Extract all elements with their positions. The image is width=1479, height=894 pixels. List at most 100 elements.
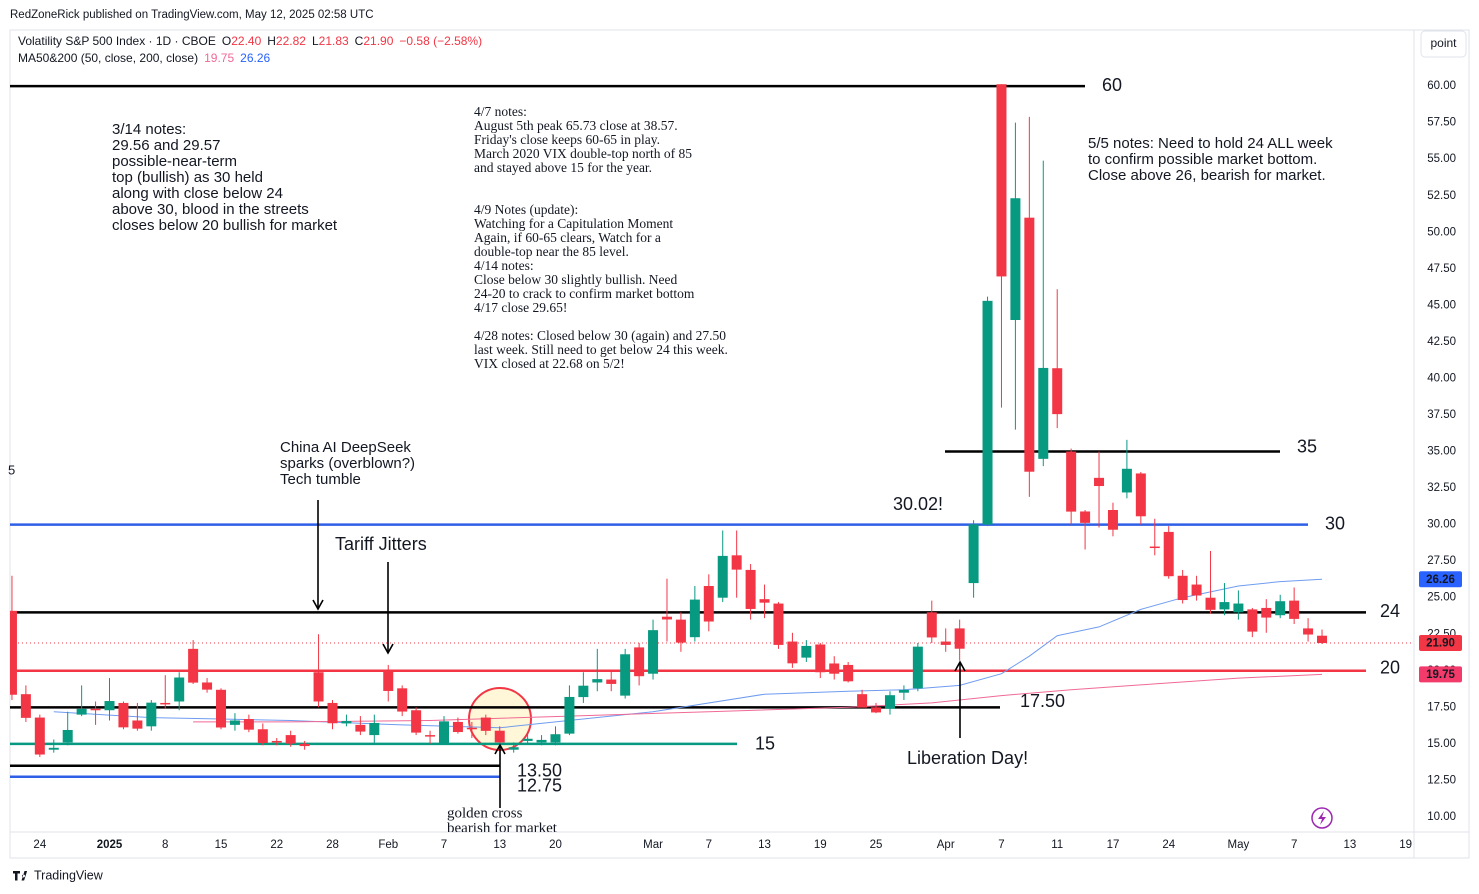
level-label: 60	[1102, 75, 1122, 95]
candle-body	[759, 599, 770, 603]
legend-title: Volatility S&P 500 Index · 1D · CBOE	[18, 34, 216, 48]
note-line: double-top near the 85 level.	[474, 244, 629, 259]
level-label: 30	[1325, 513, 1345, 533]
x-tick-label: 13	[493, 839, 506, 851]
candle-body	[216, 689, 227, 728]
level-label: 12.75	[517, 776, 562, 796]
note-line: sparks (overblown?)	[280, 455, 415, 472]
point-button-label[interactable]: point	[1430, 36, 1457, 50]
candle-body	[522, 738, 533, 741]
x-tick-label: Mar	[643, 839, 663, 851]
candle-body	[717, 555, 728, 598]
y-tick-label: 55.00	[1427, 153, 1456, 165]
candle-body	[1080, 511, 1091, 523]
note-line: golden cross	[447, 805, 523, 821]
candle-body	[62, 729, 73, 743]
candle-body	[1317, 635, 1328, 644]
note-line: possible-near-term	[112, 153, 237, 170]
level-label: 15	[755, 734, 775, 754]
candle-body	[1149, 546, 1160, 549]
y-tick-label: 52.50	[1427, 190, 1456, 202]
footer-logo	[13, 871, 28, 881]
lightning-icon[interactable]	[1311, 807, 1333, 829]
annotations: 3/14 notes:29.56 and 29.57possible-near-…	[8, 104, 1333, 832]
note-line: top (bullish) as 30 held	[112, 169, 263, 186]
candle-body	[285, 735, 296, 744]
footer: TradingView	[34, 868, 104, 882]
candle-body	[634, 647, 645, 677]
y-tick-label: 30.00	[1427, 519, 1456, 531]
ma-value: 26.26	[240, 51, 270, 65]
candle-body	[90, 708, 101, 711]
x-tick-label: 7	[706, 839, 712, 851]
candle-body	[1233, 603, 1244, 613]
note-line: 4/17 close 29.65!	[474, 300, 567, 315]
note-line: 29.56 and 29.57	[112, 137, 220, 154]
candle-body	[1191, 584, 1202, 596]
ohlc-key: C	[355, 34, 364, 48]
candle-body	[1275, 601, 1286, 616]
candle-body	[1052, 368, 1063, 415]
candle-body	[411, 710, 422, 733]
note-line: Friday's close keeps 60-65 in play.	[474, 132, 660, 147]
note-line: 4/14 notes:	[474, 258, 534, 273]
candle-body	[1038, 367, 1049, 459]
candle-body	[243, 719, 254, 730]
candle-body	[1261, 607, 1272, 618]
ma-title: MA50&200 (50, close, 200, close)	[18, 51, 198, 65]
candle-body	[1107, 510, 1118, 530]
candle-body	[857, 694, 868, 708]
price-badge	[1419, 571, 1462, 588]
x-tick-label: 24	[1162, 839, 1175, 851]
candle-body	[20, 694, 31, 718]
candle-body	[341, 721, 352, 724]
note-line: 4/28 notes: Closed below 30 (again) and …	[474, 328, 726, 343]
candle-body	[1303, 628, 1314, 635]
annotation-label: 5	[8, 462, 15, 477]
note-line: 4/7 notes:	[474, 104, 527, 119]
price-badge-label: 19.75	[1426, 669, 1455, 681]
note-line: and stayed above 15 for the year.	[474, 160, 652, 175]
candle-body	[1066, 451, 1077, 512]
candle-body	[355, 724, 366, 732]
note-line: VIX closed at 22.68 on 5/2!	[474, 356, 625, 371]
candle-body	[898, 689, 909, 693]
candle-body	[620, 654, 631, 696]
candle-body	[174, 677, 185, 702]
x-tick-label: Apr	[937, 839, 955, 851]
candle-body	[745, 569, 756, 609]
note-line: 24-20 to crack to confirm market bottom	[474, 286, 695, 301]
ohlc-value: 22.82	[276, 34, 306, 48]
point-button[interactable]	[1420, 30, 1467, 58]
note-line: last week. Still need to get below 24 th…	[474, 342, 728, 357]
note-line: closes below 20 bullish for market	[112, 217, 338, 234]
candle-body	[829, 663, 840, 674]
y-tick-label: 25.00	[1427, 592, 1456, 604]
x-tick-label: 25	[870, 839, 883, 851]
annotation-label: Liberation Day!	[907, 748, 1028, 768]
candle-body	[313, 672, 324, 702]
price-badge	[1419, 666, 1462, 683]
candle-body	[132, 720, 143, 729]
note: 3/14 notes:29.56 and 29.57possible-near-…	[112, 121, 338, 234]
candle-body	[773, 603, 784, 645]
candle-body	[76, 708, 87, 715]
y-tick-label: 32.50	[1427, 482, 1456, 494]
candle-body	[34, 717, 45, 755]
note-line: March 2020 VIX double-top north of 85	[474, 146, 692, 161]
candle-body	[606, 679, 617, 684]
x-tick-label: 19	[1399, 839, 1412, 851]
note-line: Again, if 60-65 clears, Watch for a	[474, 230, 661, 245]
level-label: 17.50	[1020, 691, 1065, 711]
candle-body	[564, 696, 575, 734]
annotation-label: Tariff Jitters	[335, 534, 427, 554]
candle-body	[438, 721, 449, 744]
x-tick-label: 22	[270, 839, 283, 851]
x-tick-label: 2025	[97, 839, 123, 851]
candle-body	[327, 702, 338, 724]
candle-body	[787, 641, 798, 664]
note: 4/7 notes:August 5th peak 65.73 close at…	[474, 104, 692, 175]
candle-body	[1121, 468, 1132, 493]
